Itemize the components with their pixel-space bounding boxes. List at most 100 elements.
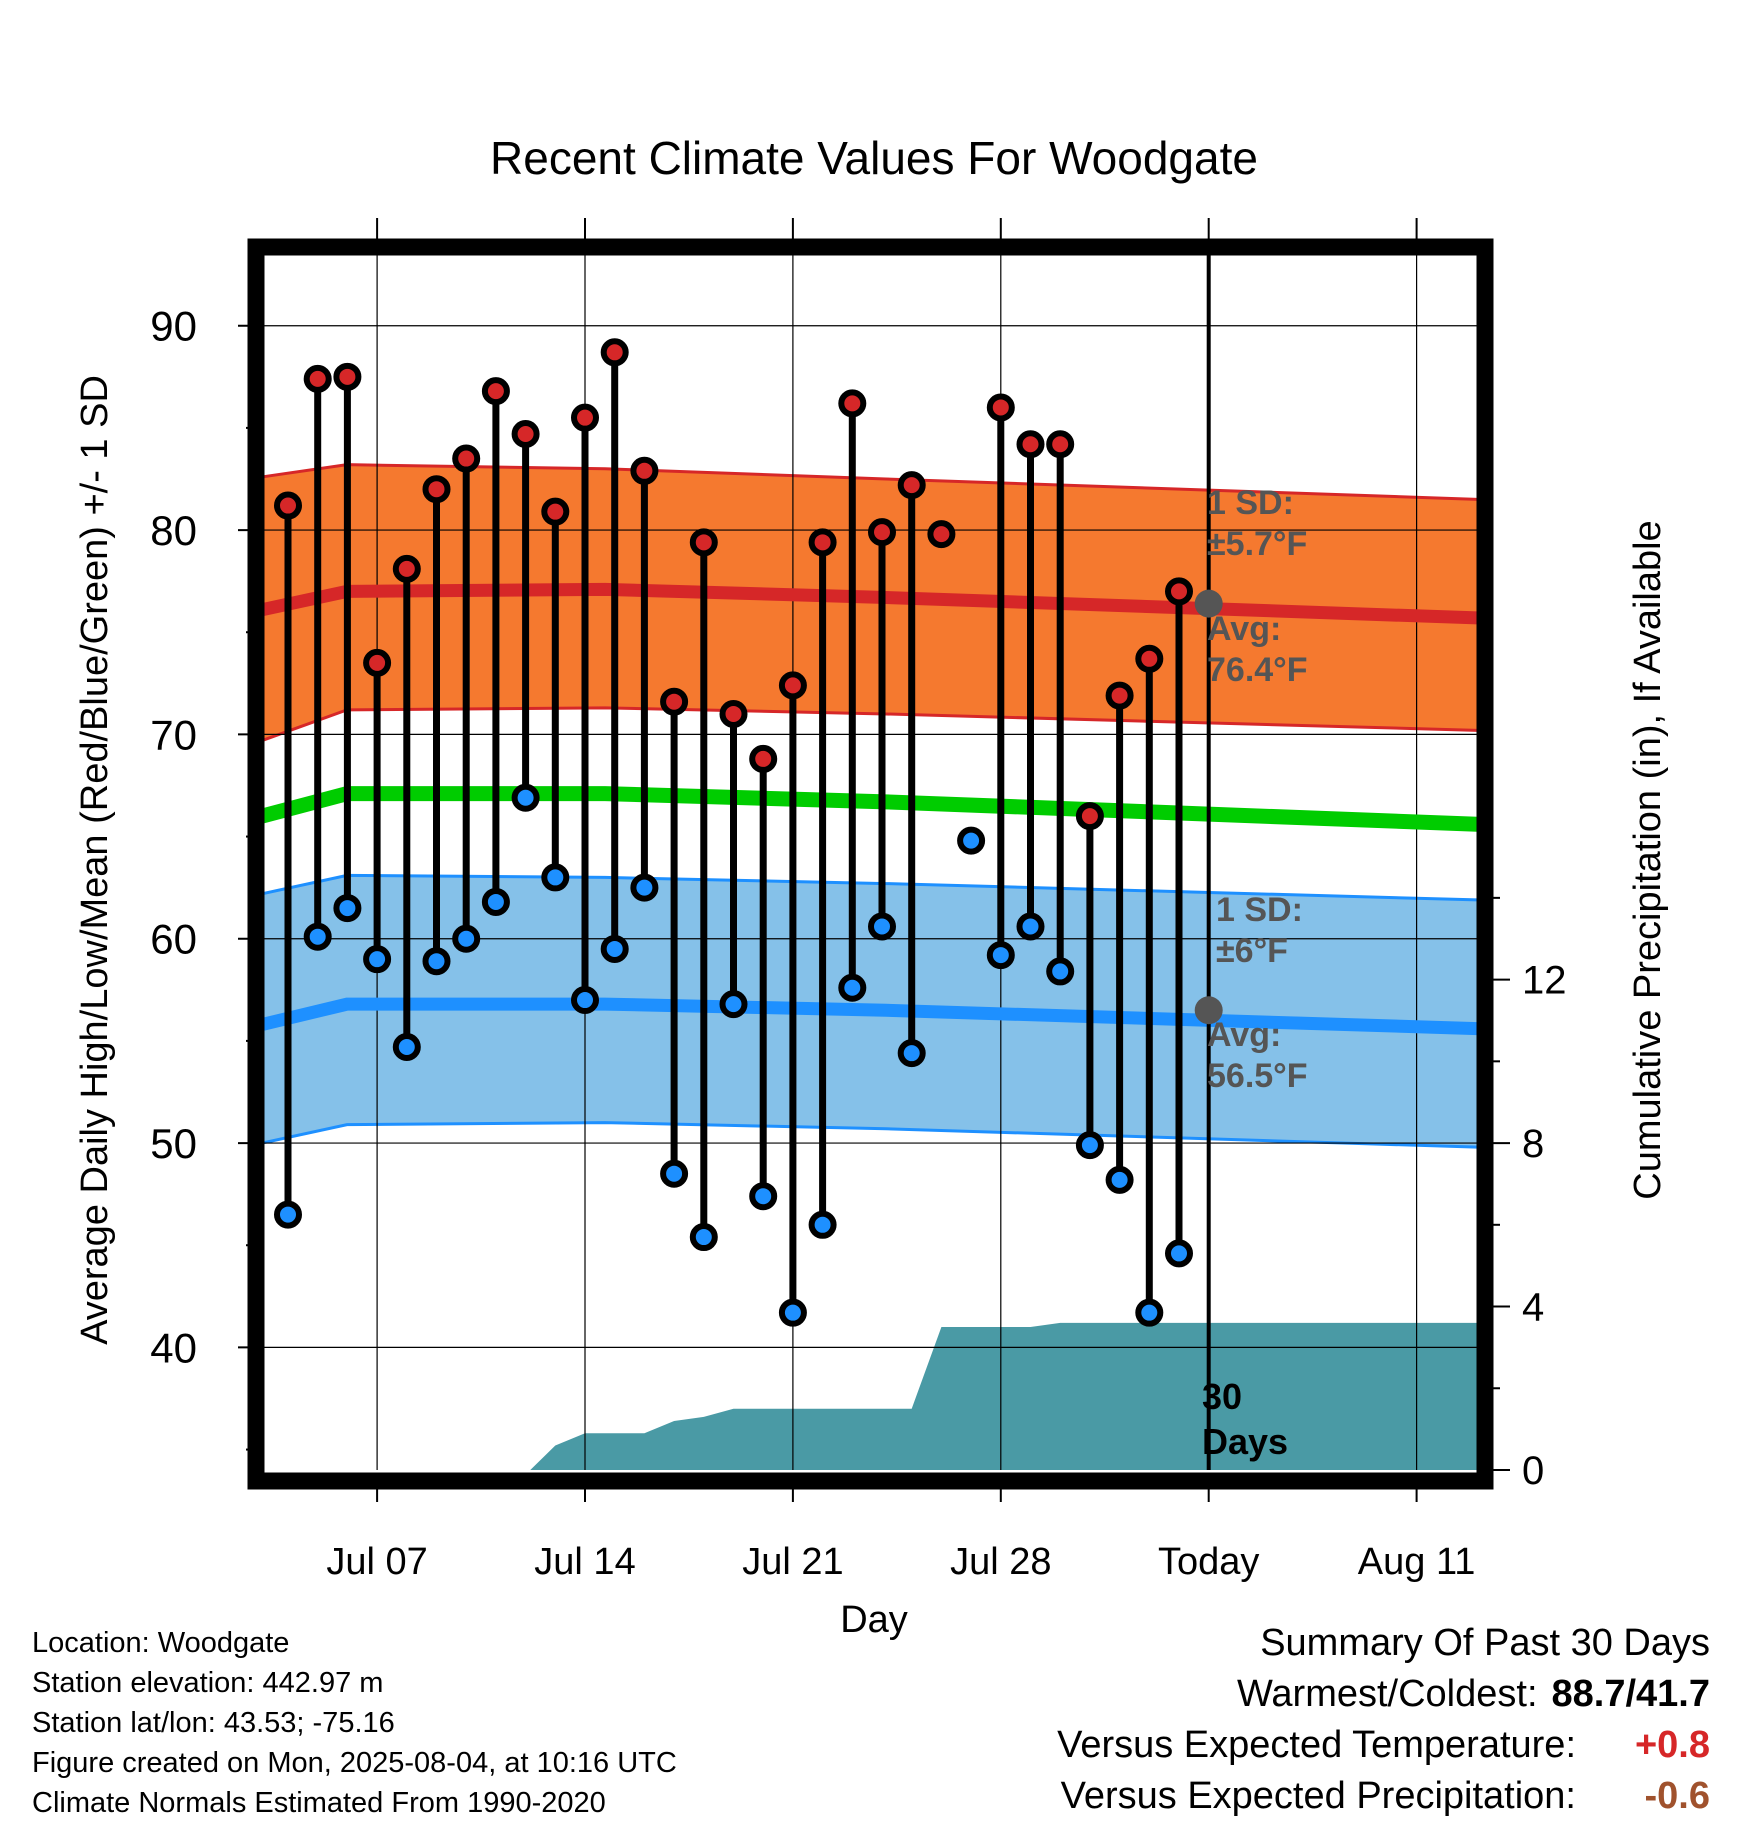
low-point <box>660 1159 689 1188</box>
low-point <box>1165 1239 1193 1268</box>
low-point <box>571 986 599 1015</box>
warm-cold-row: Warmest/Coldest: 88.7/41.7 <box>1057 1669 1710 1720</box>
high-point <box>630 456 659 485</box>
low-point <box>719 990 748 1019</box>
precipitation-area <box>530 1322 1477 1470</box>
high-point <box>719 699 748 728</box>
low-point <box>452 924 481 953</box>
y-tick-label: 80 <box>150 507 197 554</box>
days-label: Days <box>1202 1421 1288 1462</box>
high-point <box>600 338 629 367</box>
high-point <box>511 420 540 449</box>
low-point <box>1075 1131 1104 1160</box>
x-axis-label: Day <box>840 1599 908 1641</box>
high-point <box>363 648 392 677</box>
low-point <box>778 1298 807 1327</box>
low-point <box>986 941 1015 970</box>
y-tick-label: 50 <box>150 1120 197 1167</box>
low-avg-value: 56.5°F <box>1207 1057 1308 1095</box>
y2-axis-label: Cumulative Precipitation (in), If Availa… <box>1627 520 1669 1199</box>
low-point <box>1105 1165 1134 1194</box>
y2-tick-label: 8 <box>1522 1122 1544 1166</box>
created-text: Figure created on Mon, 2025-08-04, at 10… <box>32 1747 677 1779</box>
daily-stems <box>284 352 1183 1313</box>
high-point <box>838 389 867 418</box>
low-point <box>957 826 986 855</box>
x-tick-label: Aug 11 <box>1358 1541 1476 1583</box>
low-point <box>868 912 896 941</box>
high-point <box>422 475 451 504</box>
chart-title: Recent Climate Values For Woodgate <box>490 132 1258 184</box>
high-point <box>481 377 510 406</box>
y-tick-label: 40 <box>150 1324 197 1371</box>
x-tick-label: Jul 14 <box>534 1541 635 1583</box>
high-point <box>392 554 421 583</box>
low-point <box>511 783 540 812</box>
low-point <box>274 1200 302 1229</box>
high-point <box>660 687 689 716</box>
warm-cold-value: 88.7/41.7 <box>1551 1673 1710 1715</box>
high-avg-label: Avg: <box>1207 610 1281 648</box>
high-point <box>452 444 481 473</box>
x-tick-label: Jul 07 <box>326 1541 427 1583</box>
x-tick-label: Today <box>1158 1541 1259 1583</box>
temp-row: Versus Expected Temperature: +0.8 <box>1057 1720 1710 1771</box>
low-point <box>808 1210 837 1239</box>
x-tick-label: Jul 28 <box>950 1541 1051 1583</box>
mean-average-line <box>260 786 1478 832</box>
precip-value: -0.6 <box>1644 1775 1710 1817</box>
latlon-text: Station lat/lon: 43.53; -75.16 <box>32 1707 395 1739</box>
high-point <box>1105 681 1134 710</box>
low-point <box>422 947 451 976</box>
y-tick-label: 70 <box>150 711 197 758</box>
y-tick-label: 90 <box>150 303 197 350</box>
low-point <box>541 863 570 892</box>
plot-border <box>247 238 1494 1490</box>
high-point <box>986 393 1015 422</box>
warm-cold-label: Warmest/Coldest: <box>1236 1673 1538 1715</box>
low-point <box>630 873 659 902</box>
high-sd-label: 1 SD: <box>1207 484 1294 522</box>
precip-label: Versus Expected Precipitation: <box>1060 1775 1576 1817</box>
high-point <box>1165 577 1193 606</box>
temp-label: Versus Expected Temperature: <box>1057 1724 1576 1766</box>
low-point <box>481 887 510 916</box>
high-sd-value: ±5.7°F <box>1207 525 1307 563</box>
y2-tick-label: 0 <box>1522 1449 1544 1493</box>
normals-text: Climate Normals Estimated From 1990-2020 <box>32 1787 606 1819</box>
x-tick-label: Jul 21 <box>742 1541 843 1583</box>
low-point <box>1135 1298 1164 1327</box>
low-point <box>838 973 867 1002</box>
y2-tick-label: 12 <box>1522 959 1567 1003</box>
low-average-line <box>260 997 1478 1036</box>
plot-frame <box>247 238 1494 1490</box>
high-point <box>1046 430 1075 459</box>
low-point <box>897 1039 926 1068</box>
high-avg-value: 76.4°F <box>1207 651 1308 689</box>
temp-value: +0.8 <box>1634 1724 1710 1766</box>
high-point <box>333 362 362 391</box>
high-point <box>927 520 956 549</box>
y-tick-label: 60 <box>150 916 197 963</box>
low-point <box>600 934 629 963</box>
grid <box>262 244 1477 1470</box>
low-point <box>1046 957 1075 986</box>
y2-tick-label: 4 <box>1522 1286 1544 1330</box>
axes: 40 50 60 70 80 90 0 4 8 12 Jul 07 Jul 14 Jul 21 Jul 2… <box>150 218 1567 1583</box>
low-avg-label: Avg: <box>1207 1016 1281 1054</box>
low-point <box>749 1182 778 1211</box>
location-text: Location: Woodgate <box>32 1627 290 1659</box>
daily-points <box>274 338 1193 1327</box>
elevation-text: Station elevation: 442.97 m <box>32 1667 384 1699</box>
high-point <box>689 528 718 557</box>
precip-area <box>530 1322 1477 1470</box>
low-point <box>392 1033 421 1062</box>
low-point <box>303 922 332 951</box>
low-avg-marker <box>1194 996 1223 1025</box>
high-point <box>1075 802 1104 831</box>
station-info: Location: Woodgate Station elevation: 44… <box>32 1623 677 1823</box>
low-point <box>333 894 362 923</box>
high-point <box>897 471 926 500</box>
high-point <box>571 403 599 432</box>
